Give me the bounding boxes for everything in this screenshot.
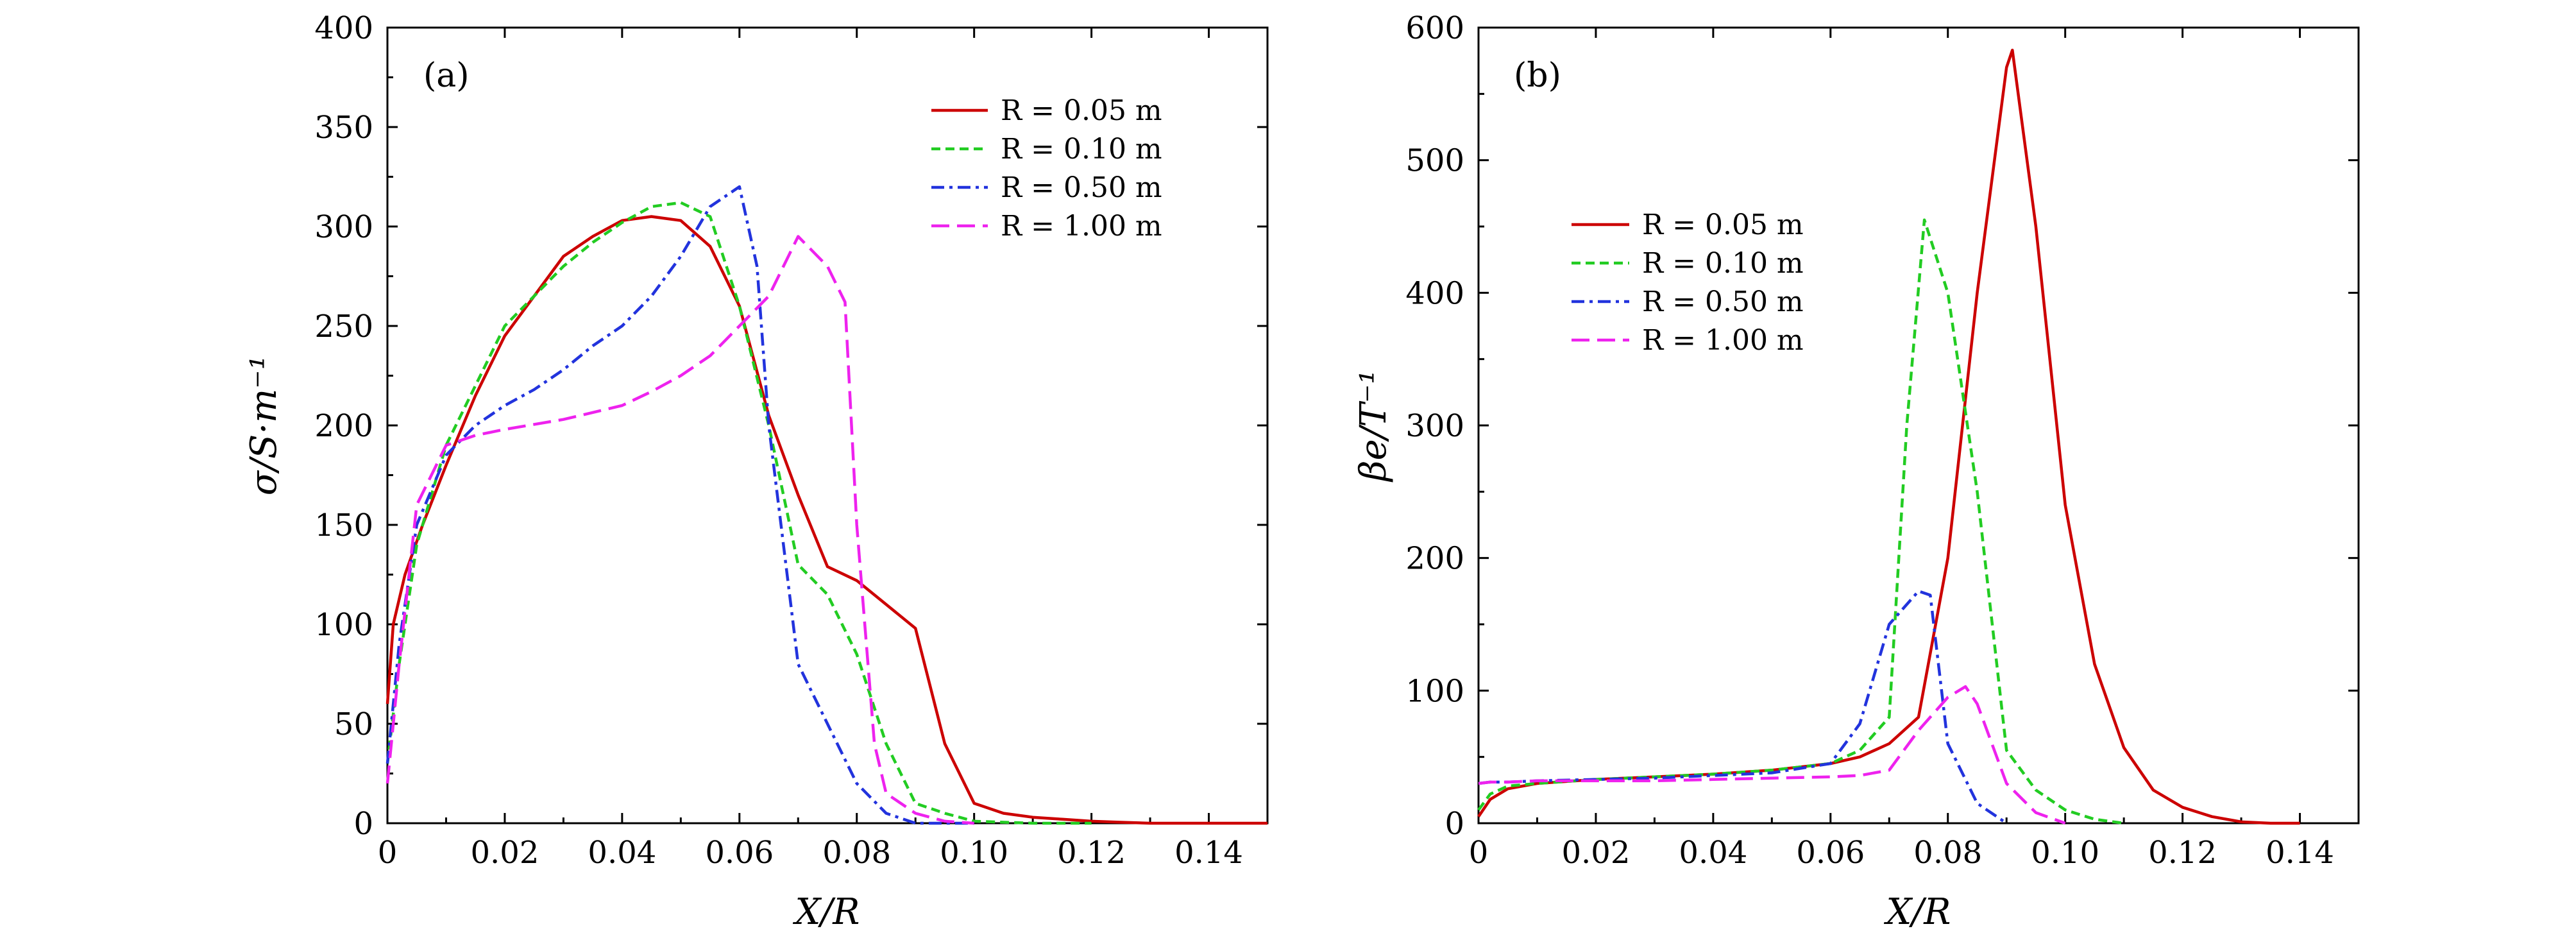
y-tick-label-b-4: 400 [1405, 275, 1464, 311]
legend-a-label-2: R = 0.50 m [1001, 171, 1162, 204]
legend-a-label-1: R = 0.10 m [1001, 133, 1162, 166]
legend-b-item-2: R = 0.50 m [1572, 286, 1804, 318]
y-axis-title-a: σ/S·m⁻¹ [243, 355, 285, 495]
x-tick-label-a-6: 0.12 [1057, 835, 1126, 871]
series-b [1477, 48, 2300, 825]
legend-b-item-1: R = 0.10 m [1572, 247, 1804, 280]
legend-b-label-2: R = 0.50 m [1642, 286, 1804, 318]
x-tick-label-a-2: 0.04 [588, 835, 656, 871]
x-tick-label-a-4: 0.08 [822, 835, 891, 871]
legend-b-item-0: R = 0.05 m [1572, 209, 1804, 241]
x-tick-label-b-3: 0.06 [1796, 835, 1865, 871]
legend-a-label-3: R = 1.00 m [1001, 210, 1162, 243]
y-tick-label-a-2: 100 [314, 607, 373, 643]
legend-b-item-3: R = 1.00 m [1572, 324, 1804, 357]
x-tick-label-a-0: 0 [378, 835, 398, 871]
y-tick-label-b-5: 500 [1405, 143, 1464, 179]
series-line-a-0 [386, 215, 1267, 825]
y-tick-label-a-0: 0 [353, 806, 373, 842]
x-axis-title-a: X/R [793, 891, 860, 933]
x-tick-label-b-6: 0.12 [2148, 835, 2217, 871]
y-tick-label-b-0: 0 [1445, 806, 1464, 842]
panel-label-a: (a) [423, 56, 470, 95]
legend-b-label-0: R = 0.05 m [1642, 209, 1804, 241]
x-tick-label-b-5: 0.10 [2031, 835, 2099, 871]
x-tick-label-b-1: 0.02 [1561, 835, 1630, 871]
x-axis-title-b: X/R [1884, 891, 1951, 933]
series-a [386, 185, 1267, 825]
y-tick-label-b-3: 300 [1405, 408, 1464, 444]
y-tick-label-a-6: 300 [314, 209, 373, 245]
x-tick-label-b-7: 0.14 [2266, 835, 2334, 871]
y-tick-label-b-6: 600 [1405, 10, 1464, 46]
series-line-a-3 [386, 235, 974, 825]
y-tick-label-a-7: 350 [314, 110, 373, 146]
y-axis-title-b: βe/T⁻¹ [1353, 370, 1394, 483]
panel-b: 0 0.02 0.04 0.06 0.08 0.10 0.12 0.14 0 100 200 300 4… [1353, 10, 2360, 933]
legend-a-label-0: R = 0.05 m [1001, 94, 1162, 127]
legend-a-item-1: R = 0.10 m [931, 133, 1162, 166]
y-tick-label-b-1: 100 [1405, 673, 1464, 709]
x-tick-label-b-2: 0.04 [1679, 835, 1747, 871]
series-line-b-1 [1477, 218, 2124, 825]
y-tick-label-a-1: 50 [334, 706, 373, 742]
series-line-b-2 [1478, 590, 2008, 825]
series-line-b-3 [1478, 685, 2066, 825]
y-tick-label-b-2: 200 [1405, 541, 1464, 577]
legend-b-label-1: R = 0.10 m [1642, 247, 1804, 280]
series-line-a-2 [386, 185, 974, 825]
series-line-b-0 [1477, 48, 2300, 825]
legend-b: R = 0.05 m R = 0.10 m R = 0.50 m R = 1.0… [1572, 209, 1804, 357]
plot-frame-b [1477, 26, 2360, 825]
series-line-a-1 [386, 201, 1092, 825]
panel-a: 0 0.02 0.04 0.06 0.08 0.10 0.12 0.14 0 50 100 150 20… [243, 10, 1269, 933]
y-tick-label-a-5: 250 [314, 309, 373, 345]
y-tick-label-a-4: 200 [314, 408, 373, 444]
ticks-b: 0 0.02 0.04 0.06 0.08 0.10 0.12 0.14 0 100 200 300 4… [1405, 10, 2359, 871]
y-tick-label-a-3: 150 [314, 508, 373, 543]
x-tick-label-a-7: 0.14 [1174, 835, 1243, 871]
legend-a-item-0: R = 0.05 m [931, 94, 1162, 127]
legend-a-item-2: R = 0.50 m [931, 171, 1162, 204]
legend-b-label-3: R = 1.00 m [1642, 324, 1804, 357]
legend-a-item-3: R = 1.00 m [931, 210, 1162, 243]
x-tick-label-b-0: 0 [1469, 835, 1489, 871]
x-tick-label-a-1: 0.02 [470, 835, 539, 871]
ticks-a: 0 0.02 0.04 0.06 0.08 0.10 0.12 0.14 0 50 100 150 20… [314, 10, 1267, 871]
panel-label-b: (b) [1514, 56, 1561, 95]
x-tick-label-b-4: 0.08 [1913, 835, 1982, 871]
y-tick-label-a-8: 400 [314, 10, 373, 46]
legend-a: R = 0.05 m R = 0.10 m R = 0.50 m R = 1.0… [931, 94, 1162, 243]
x-tick-label-a-3: 0.06 [705, 835, 774, 871]
x-tick-label-a-5: 0.10 [940, 835, 1008, 871]
